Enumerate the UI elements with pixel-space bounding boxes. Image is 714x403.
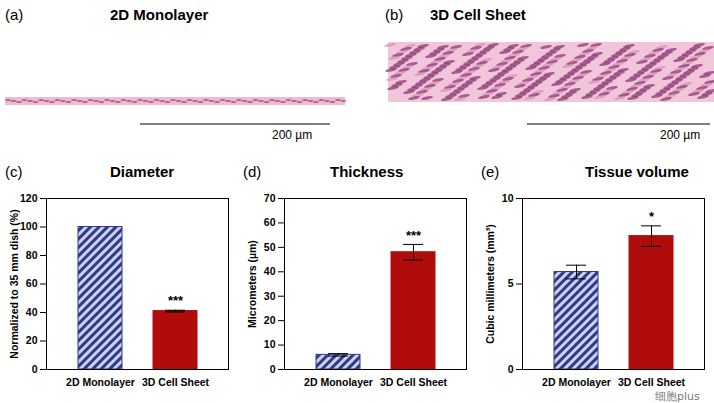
svg-text:3D Cell Sheet: 3D Cell Sheet	[618, 376, 686, 388]
svg-text:60: 60	[264, 216, 276, 228]
svg-text:10: 10	[264, 338, 276, 350]
svg-text:3D Cell Sheet: 3D Cell Sheet	[380, 376, 448, 388]
html-text:200 µm: 200 µm	[660, 128, 701, 142]
svg-text:3D Cell Sheet: 3D Cell Sheet	[142, 376, 210, 388]
svg-text:70: 70	[264, 192, 276, 204]
svg-text:120: 120	[20, 192, 38, 204]
html-text:(b): (b)	[385, 6, 404, 23]
svg-text:60: 60	[26, 277, 38, 289]
html-text:细胞plus: 细胞plus	[655, 390, 700, 403]
svg-text:0: 0	[508, 363, 514, 375]
html-text:200 µm: 200 µm	[272, 128, 313, 142]
svg-text:***: ***	[406, 228, 422, 243]
svg-text:Normalized to 35 mm dish (%): Normalized to 35 mm dish (%)	[8, 209, 20, 358]
html-text:(d): (d)	[243, 163, 262, 180]
html-text:Thickness: Thickness	[330, 163, 404, 180]
svg-text:2D Monolayer: 2D Monolayer	[66, 376, 135, 388]
svg-text:***: ***	[168, 293, 184, 308]
svg-text:50: 50	[264, 241, 276, 253]
html-text:Diameter: Diameter	[110, 163, 175, 180]
svg-text:0: 0	[270, 363, 276, 375]
svg-text:100: 100	[20, 220, 38, 232]
svg-text:2D Monolayer: 2D Monolayer	[542, 376, 611, 388]
svg-text:20: 20	[26, 334, 38, 346]
html-text:Tissue volume: Tissue volume	[585, 163, 689, 180]
svg-text:5: 5	[508, 277, 514, 289]
svg-text:2D Monolayer: 2D Monolayer	[304, 376, 373, 388]
svg-text:Cubic millimeters (mm³): Cubic millimeters (mm³)	[484, 224, 496, 344]
svg-text:30: 30	[264, 290, 276, 302]
svg-text:0: 0	[32, 363, 38, 375]
svg-text:20: 20	[264, 314, 276, 326]
html-text:(a): (a)	[5, 6, 24, 23]
svg-text:40: 40	[264, 265, 276, 277]
svg-text:*: *	[649, 209, 655, 224]
svg-text:40: 40	[26, 306, 38, 318]
svg-text:80: 80	[26, 249, 38, 261]
html-text:(c): (c)	[5, 163, 23, 180]
svg-text:Micrometers (µm): Micrometers (µm)	[246, 240, 258, 328]
svg-text:10: 10	[502, 192, 514, 204]
html-text:(e): (e)	[481, 163, 500, 180]
html-text:3D Cell Sheet: 3D Cell Sheet	[430, 6, 526, 23]
html-text:2D Monolayer: 2D Monolayer	[110, 6, 209, 23]
